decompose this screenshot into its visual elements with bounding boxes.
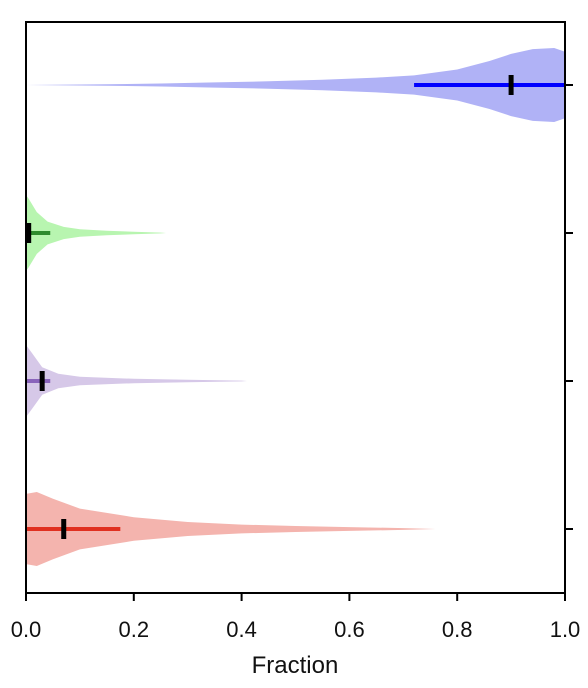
x-tick-label: 1.0	[550, 617, 581, 642]
x-tick-label: 0.6	[334, 617, 365, 642]
violin-body-3	[26, 345, 247, 417]
plot-frame	[25, 21, 566, 594]
violin-body-1	[26, 48, 565, 122]
y-axis-ticks	[565, 84, 573, 530]
violin-body-2	[26, 195, 167, 271]
x-tick-label: 0.0	[11, 617, 42, 642]
x-tick-label: 0.8	[442, 617, 473, 642]
x-tick-label: 0.2	[119, 617, 150, 642]
violin-body-4	[26, 492, 436, 566]
x-axis-ticks: 0.0 0.2 0.4 0.6 0.8 1.0	[11, 593, 581, 642]
x-axis-label: Fraction	[252, 652, 339, 679]
x-tick-label: 0.4	[226, 617, 257, 642]
violin-layer	[26, 48, 565, 566]
